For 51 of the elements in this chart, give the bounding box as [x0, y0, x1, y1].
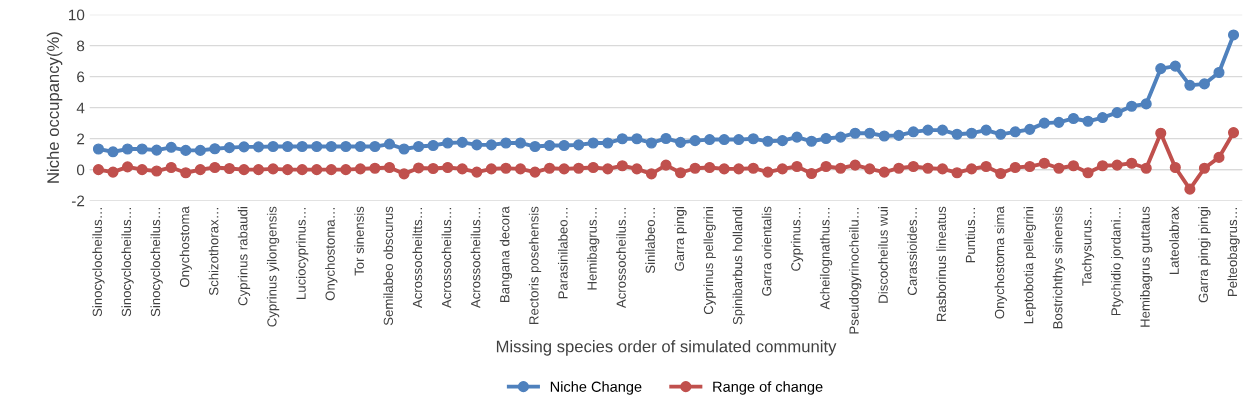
x-tick-label: Acrossocheilus…	[470, 207, 481, 309]
x-tick-label: Parasinilabeo…	[557, 207, 568, 299]
x-tick-label: Rasborinus lineatus	[936, 206, 947, 321]
x-axis-title: Missing species order of simulated community	[496, 340, 837, 356]
x-tick-label: Onychostoma	[179, 206, 192, 287]
x-tick-label: Acrossocheilus…	[441, 207, 452, 309]
x-tick-label: Pelteobagrus…	[1227, 207, 1240, 297]
x-tick-label: Garra pingi	[674, 207, 687, 271]
x-tick-label: Tachysurus…	[1081, 207, 1095, 286]
x-tick-label: Rectoris posehensis	[528, 206, 542, 324]
x-tick-label: Garra pingi pingi	[1198, 207, 1211, 303]
y-tick-label: 0	[76, 164, 85, 176]
x-tick-label: Hemibagrus…	[587, 207, 600, 290]
x-tick-label: Hemibagrus guttatus	[1140, 206, 1153, 327]
x-tick-label: Pseudogyrinocheilu…	[849, 207, 862, 334]
x-tick-label: Lateolabrax	[1169, 206, 1179, 275]
x-tick-label: Spinibarbus hollandi	[732, 207, 745, 325]
x-tick-label: Cyprinus yilongensis	[266, 206, 280, 327]
x-tick-label: Acrossocheiltts…	[412, 207, 423, 309]
x-tick-label: Leptobotia pellegrini	[1023, 207, 1036, 324]
x-tick-label: Luciocyprinus…	[296, 207, 309, 299]
x-tick-label: Puntius…	[965, 207, 976, 263]
legend-label: Niche Change	[550, 381, 642, 395]
x-tick-label: Discocheilus wui	[878, 207, 888, 303]
x-tick-label: Onychostoma…	[325, 207, 338, 301]
x-tick-label: Garra orientalis	[761, 206, 772, 296]
y-tick-label: 8	[77, 40, 85, 52]
x-tick-label: Cyprinus…	[790, 207, 804, 271]
x-tick-label: Bangana decora	[499, 206, 513, 302]
legend-label: Range of change	[713, 381, 823, 395]
x-tick-label: Sinilabeo…	[645, 207, 655, 274]
x-tick-label: Acrossocheilus…	[616, 207, 626, 309]
x-tick-label: Cyprinus pellegrini	[703, 207, 716, 315]
x-tick-label: Ptychidio jordani…	[1110, 207, 1124, 316]
y-tick-label: 6	[77, 71, 85, 83]
x-tick-label: Sinocyclocheilus…	[92, 207, 105, 317]
x-tick-label: Semilabeo obscurus	[383, 206, 394, 326]
y-tick-label: 4	[76, 102, 85, 114]
y-tick-label: 10	[69, 9, 85, 21]
y-axis-title: Niche occupancy(%)	[46, 32, 63, 183]
x-tick-label: Bostrichthys sinensis	[1052, 206, 1066, 329]
x-tick-label: Acheilognathus…	[819, 207, 833, 310]
y-tick-label: -2	[71, 195, 85, 207]
x-tick-label: Cyprinus rabaudi	[237, 207, 251, 306]
x-tick-label: Carassioides…	[907, 207, 917, 295]
x-tick-label: Sinocyclocheilus…	[121, 207, 134, 317]
x-tick-label: Schizothorax…	[208, 207, 219, 296]
y-tick-label: 2	[77, 133, 85, 145]
x-tick-label: Tor sinensis	[354, 206, 364, 276]
x-tick-label: Sinocyclocheilus…	[150, 207, 163, 317]
x-tick-label: Onychostoma sima	[994, 206, 1007, 319]
